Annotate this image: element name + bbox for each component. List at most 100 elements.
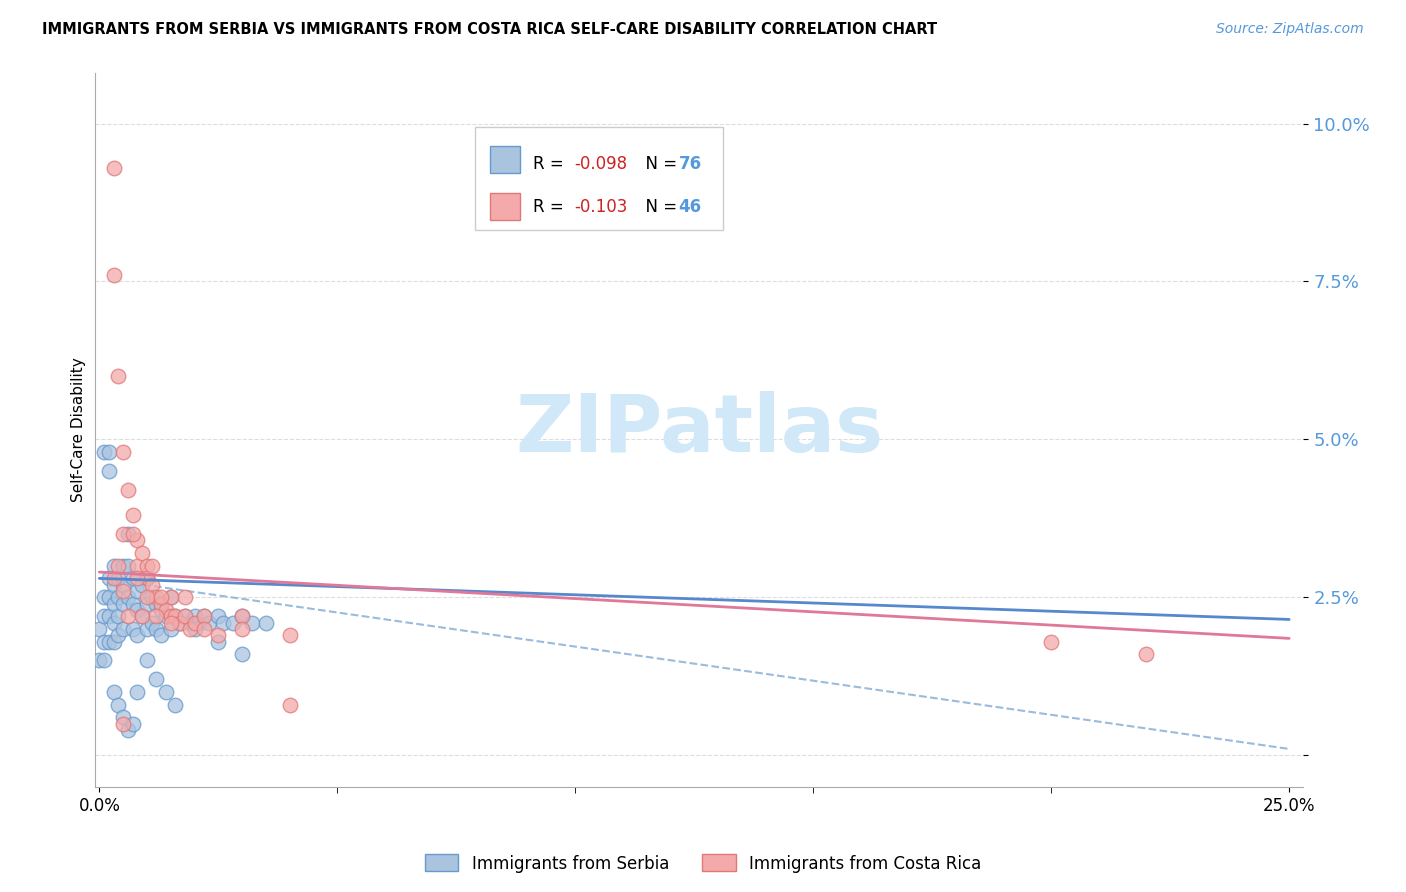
Point [183, 615, 205, 630]
Point [1040, 634, 1063, 648]
Point [103, 597, 125, 611]
Point [278, 628, 301, 642]
Point [107, 698, 129, 712]
Point [127, 558, 149, 573]
Text: -0.103: -0.103 [575, 198, 628, 216]
Point [231, 647, 253, 661]
Text: 76: 76 [679, 155, 702, 173]
Point [141, 558, 163, 573]
Point [231, 622, 253, 636]
Point [159, 591, 181, 605]
Point [112, 584, 135, 599]
Point [198, 615, 221, 630]
Point [141, 577, 163, 591]
Text: 46: 46 [679, 198, 702, 216]
Point [103, 615, 125, 630]
Point [165, 609, 187, 624]
Point [193, 609, 215, 624]
FancyBboxPatch shape [475, 127, 723, 230]
Point [231, 609, 253, 624]
Point [131, 609, 153, 624]
Point [155, 685, 177, 699]
Point [127, 571, 149, 585]
Point [150, 597, 173, 611]
FancyBboxPatch shape [489, 193, 520, 219]
Point [131, 577, 153, 591]
Point [145, 591, 167, 605]
Point [135, 571, 157, 585]
Point [121, 622, 143, 636]
Point [174, 609, 197, 624]
FancyBboxPatch shape [489, 146, 520, 173]
Point [193, 609, 215, 624]
Point [112, 716, 135, 731]
Point [117, 723, 139, 737]
Text: R =: R = [533, 198, 575, 216]
Point [93, 445, 115, 459]
Point [107, 609, 129, 624]
Point [135, 558, 157, 573]
Point [97, 634, 120, 648]
Point [159, 591, 181, 605]
Point [97, 609, 120, 624]
Point [93, 609, 115, 624]
Point [207, 628, 229, 642]
Legend: Immigrants from Serbia, Immigrants from Costa Rica: Immigrants from Serbia, Immigrants from … [418, 847, 988, 880]
Point [121, 597, 143, 611]
Point [278, 698, 301, 712]
Point [97, 445, 120, 459]
Point [121, 571, 143, 585]
Text: Source: ZipAtlas.com: Source: ZipAtlas.com [1216, 22, 1364, 37]
Point [103, 558, 125, 573]
Point [207, 609, 229, 624]
Text: R =: R = [533, 155, 569, 173]
Point [89, 622, 111, 636]
Point [112, 597, 135, 611]
Point [103, 685, 125, 699]
Point [141, 591, 163, 605]
Point [127, 628, 149, 642]
Point [169, 615, 191, 630]
Point [174, 609, 197, 624]
Point [127, 533, 149, 548]
Point [127, 685, 149, 699]
Point [165, 609, 187, 624]
Point [97, 591, 120, 605]
Point [231, 609, 253, 624]
Point [112, 558, 135, 573]
Point [165, 698, 187, 712]
Point [117, 609, 139, 624]
Point [131, 546, 153, 560]
Text: -0.098: -0.098 [575, 155, 627, 173]
Point [135, 653, 157, 667]
Point [117, 591, 139, 605]
Point [112, 445, 135, 459]
Point [159, 615, 181, 630]
Point [169, 615, 191, 630]
Point [254, 615, 277, 630]
Point [207, 634, 229, 648]
Point [127, 603, 149, 617]
Point [103, 268, 125, 282]
Text: N =: N = [636, 155, 682, 173]
Point [112, 527, 135, 541]
Point [193, 622, 215, 636]
Point [135, 571, 157, 585]
Point [117, 558, 139, 573]
Y-axis label: Self-Care Disability: Self-Care Disability [72, 358, 86, 502]
Point [127, 584, 149, 599]
Point [107, 571, 129, 585]
Point [179, 615, 201, 630]
Point [93, 634, 115, 648]
Point [103, 161, 125, 175]
Point [145, 609, 167, 624]
Point [97, 571, 120, 585]
Point [145, 622, 167, 636]
Point [121, 527, 143, 541]
Point [121, 716, 143, 731]
Point [240, 615, 263, 630]
Point [183, 622, 205, 636]
Point [103, 577, 125, 591]
Point [135, 622, 157, 636]
Point [135, 597, 157, 611]
